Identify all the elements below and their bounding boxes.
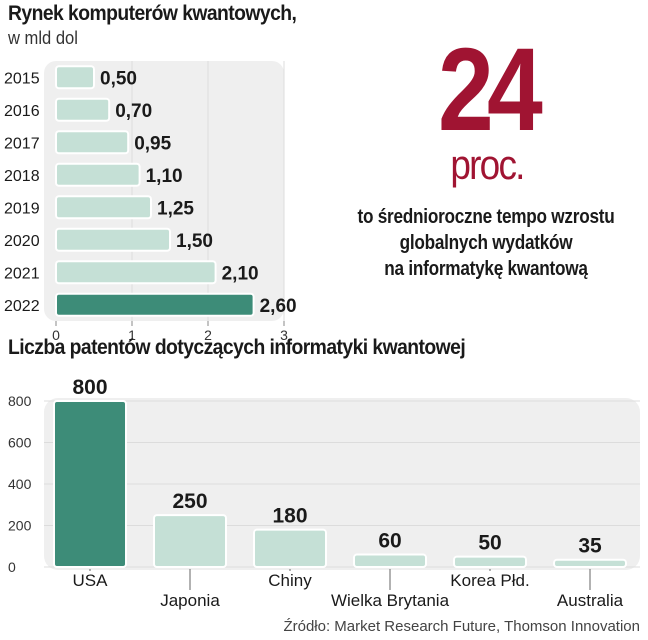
x-category-label: Japonia xyxy=(160,591,220,610)
bar-value-label: 1,50 xyxy=(176,231,213,252)
bar xyxy=(55,162,141,187)
headline-unit: proc. xyxy=(450,141,525,188)
bar xyxy=(55,130,130,155)
bar xyxy=(55,65,95,90)
x-category-label: Australia xyxy=(557,591,624,610)
bar-value-label: 1,25 xyxy=(157,198,194,219)
x-category-label: Korea Płd. xyxy=(450,571,529,590)
market-chart-title: Rynek komputerów kwantowych, xyxy=(8,2,297,25)
bar-value-label: 0,70 xyxy=(115,101,152,122)
bar-value-label: 2,60 xyxy=(260,296,297,317)
headline-description-line: globalnych wydatków xyxy=(399,232,573,254)
bar-value-label: 0,50 xyxy=(100,68,137,89)
bar-value-label: 35 xyxy=(578,535,602,558)
bar xyxy=(253,528,327,569)
x-tick-label: 0 xyxy=(52,327,60,343)
y-category-label: 2016 xyxy=(4,103,40,120)
bar-value-label: 800 xyxy=(72,376,107,399)
bar-value-label: 0,95 xyxy=(134,133,171,154)
bar xyxy=(353,553,427,568)
patents-chart-title: Liczba patentów dotyczących informatyki … xyxy=(8,336,466,359)
market-chart-subtitle: w mld dol xyxy=(8,28,78,48)
source-note: Źródło: Market Research Future, Thomson … xyxy=(283,618,640,635)
bar xyxy=(55,260,217,285)
bar xyxy=(55,292,255,317)
bar-value-label: 250 xyxy=(172,490,207,513)
bar xyxy=(55,97,111,122)
bar-value-label: 50 xyxy=(478,532,501,555)
bar-value-label: 60 xyxy=(378,530,401,553)
x-category-label: Wielka Brytania xyxy=(331,591,450,610)
y-tick-label: 800 xyxy=(8,393,32,409)
y-category-label: 2021 xyxy=(4,265,40,282)
x-category-label: Chiny xyxy=(268,571,312,590)
bar xyxy=(55,195,152,220)
bar xyxy=(453,555,527,568)
x-tick-label: 1 xyxy=(128,327,136,343)
y-category-label: 2020 xyxy=(4,233,40,250)
x-category-label: USA xyxy=(73,571,109,590)
bar-value-label: 2,10 xyxy=(222,263,259,284)
bar xyxy=(153,514,227,568)
x-tick-label: 3 xyxy=(280,327,288,343)
x-tick-label: 2 xyxy=(204,327,212,343)
y-tick-label: 400 xyxy=(8,476,32,492)
bar xyxy=(53,400,127,568)
bar xyxy=(55,227,171,252)
y-tick-label: 600 xyxy=(8,435,32,451)
y-tick-label: 0 xyxy=(8,559,16,575)
headline-description: to średnioroczne tempo wzrostu globalnyc… xyxy=(319,204,648,282)
plot-background xyxy=(44,61,284,321)
y-category-label: 2018 xyxy=(4,168,40,185)
y-category-label: 2015 xyxy=(4,70,40,87)
headline-description-line: to średnioroczne tempo wzrostu xyxy=(357,206,615,228)
bar xyxy=(553,558,627,568)
y-category-label: 2017 xyxy=(4,135,40,152)
headline-number: 24 xyxy=(438,24,543,156)
y-category-label: 2022 xyxy=(4,298,40,315)
headline-description-line: na informatykę kwantową xyxy=(384,258,588,280)
bar-value-label: 180 xyxy=(272,505,307,528)
y-tick-label: 200 xyxy=(8,518,32,534)
y-category-label: 2019 xyxy=(4,200,40,217)
bar-value-label: 1,10 xyxy=(146,166,183,187)
